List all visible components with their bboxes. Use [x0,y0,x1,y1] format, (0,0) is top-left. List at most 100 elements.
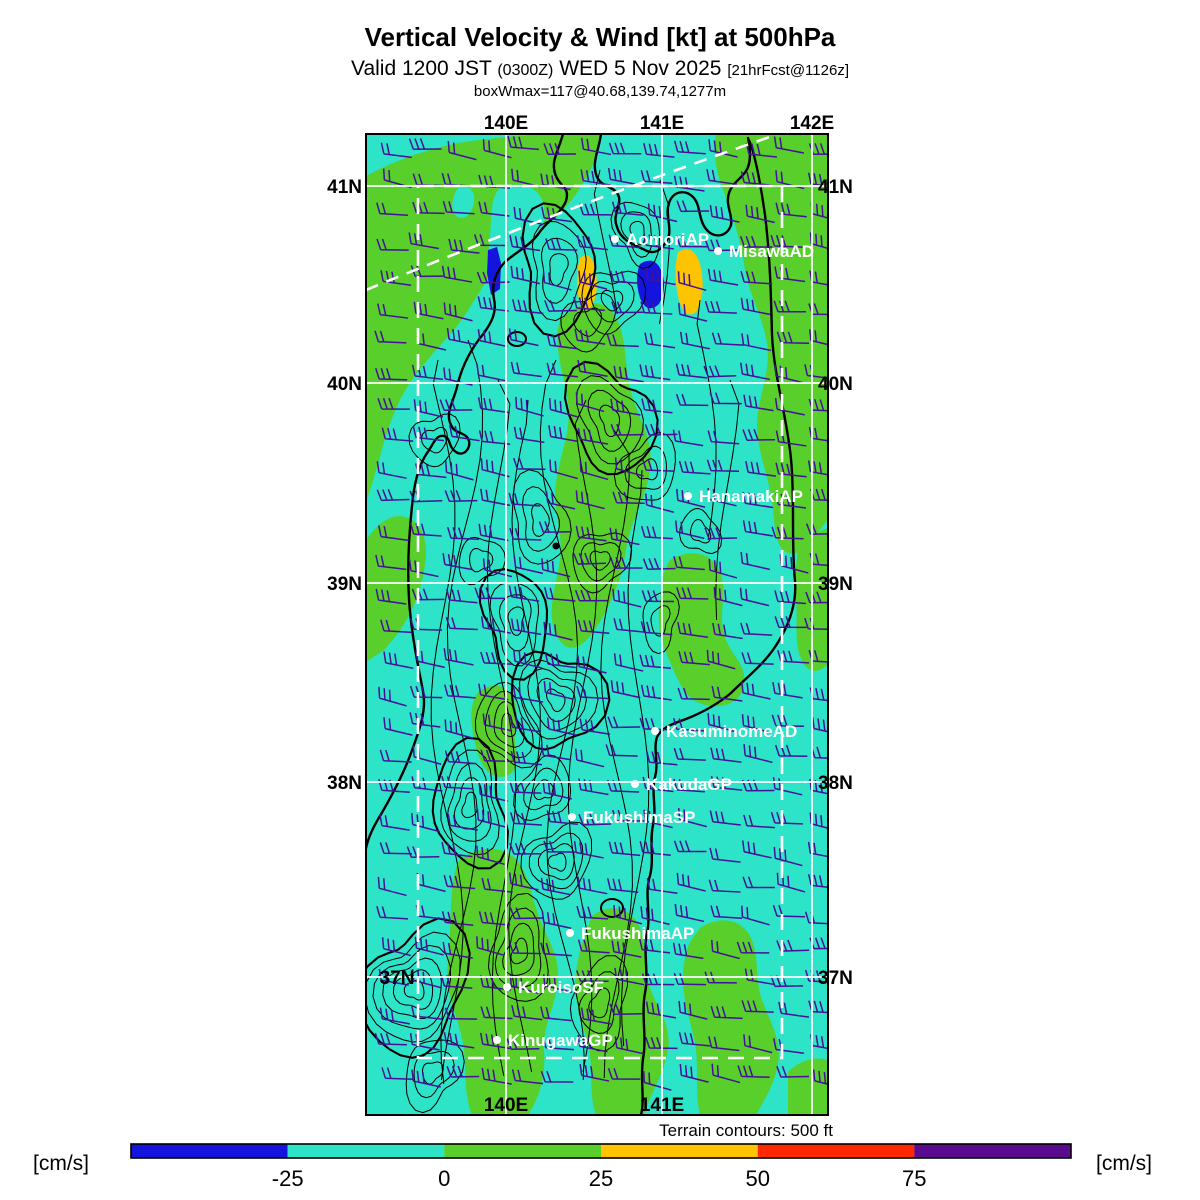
wind-barb [742,840,772,859]
wind-barb [809,232,828,252]
contour-ring [521,202,597,338]
lat-label-left: 38N [327,773,362,794]
contour-ring [589,550,611,571]
wind-barb [610,423,644,436]
wind-barb [672,718,705,732]
wind-barb [677,271,707,292]
wind-barb [809,812,828,832]
colorbar-segment [287,1144,445,1158]
wind-barb [711,685,743,702]
contour-ring [587,389,632,452]
lon-label-top: 140E [484,113,528,134]
wind-barb [507,135,539,151]
wind-barb [744,968,776,986]
wind-barb [805,591,828,604]
wind-barb [380,142,412,159]
wind-barb [377,876,407,897]
wind-barb [740,171,773,186]
wind-barb [442,200,475,215]
wind-barb [573,552,606,565]
wind-barb [482,558,513,578]
wind-barb [510,361,542,378]
contour-ring [498,594,532,652]
wind-barb [542,781,572,800]
lat-label-right: 38N [818,773,853,794]
wind-barb [441,842,473,858]
contour-ring [431,736,509,870]
wind-barb [508,585,540,602]
valid-forecast: [21hrFcst@1126z] [727,62,849,79]
contour-line [508,399,541,1073]
wind-barb [740,622,773,636]
header: Vertical Velocity & Wind [kt] at 500hPa … [0,0,1200,100]
wind-barb [443,302,473,322]
wind-barb [708,1036,740,1052]
wind-barb [508,872,539,891]
wind-barb [481,1067,512,1085]
wind-barb [482,138,512,159]
wind-barb [679,331,710,350]
wind-barb [645,1036,678,1050]
wind-barb [675,363,708,379]
wind-barb [677,807,707,828]
wind-barb [741,652,774,665]
wind-barb [445,617,478,631]
green-region [714,134,828,554]
wind-barb [413,399,444,418]
wind-barb [704,239,738,252]
contour-ring [366,931,461,1043]
wind-barb [741,779,775,792]
wind-barb [509,780,542,794]
wind-barb [740,681,771,700]
wind-barb [377,303,409,319]
contour-ring [620,211,653,258]
station-dot [503,983,511,991]
contour-ring [519,659,599,740]
wind-barb [509,527,542,541]
wind-barb [380,619,412,634]
wind-barb [675,393,709,407]
wind-barb [672,429,704,447]
wind-barb [575,392,605,413]
axis-labels: 140E 141E 142E 41N 41N 40N 40N 39N 39N 38N 38N 37N [327,113,853,989]
map-labels: 140E 141E 37N AomoriAP MisawaAD HanamakiAP Kas… [380,230,814,1116]
wind-barb [414,936,444,956]
wind-barb [639,841,671,857]
wind-barb [408,138,442,151]
station-label: KinugawaGP [508,1031,613,1050]
wind-barb [577,619,610,634]
lat-label-left: 39N [327,574,362,595]
contour-line [568,399,598,1073]
wind-barb [543,840,576,853]
wind-barb [737,1065,770,1079]
wind-barb [443,874,476,890]
wind-barb [478,911,511,926]
wind-barb [446,1065,480,1078]
wind-barb [576,905,609,920]
lon-label-bottom: 140E [484,1095,528,1116]
wind-barb [577,1034,608,1053]
wind-barb [477,296,509,312]
wind-barb [509,235,541,252]
wind-barb [579,460,609,481]
wind-barb [509,715,541,733]
wind-barb [449,425,480,442]
wind-barb [773,136,805,154]
lake [552,542,560,550]
contour-ring [538,842,575,881]
wind-barb [775,493,807,509]
wind-barb [379,842,413,855]
wind-barb [708,879,741,893]
colorbar-tick-label: 75 [902,1166,926,1191]
wind-barb [578,813,612,826]
wind-barb [605,744,638,757]
wind-barb [480,458,510,478]
wind-barb [478,201,510,217]
contour-ring [581,270,647,335]
wind-barb [510,265,541,285]
wind-barb [812,1069,828,1089]
wind-barb [580,1007,612,1025]
wind-barb [710,747,742,763]
